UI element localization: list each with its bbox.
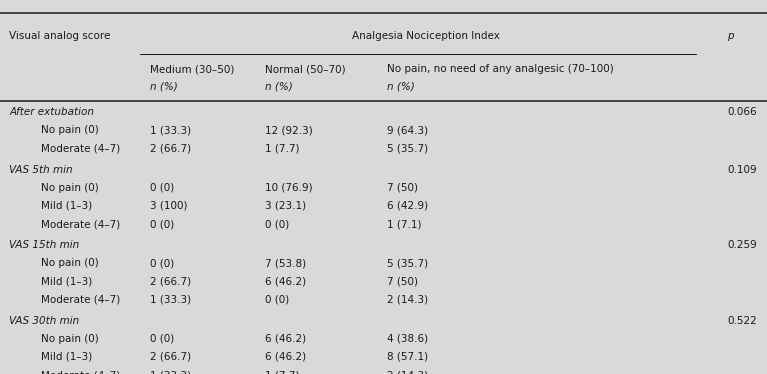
Text: n (%): n (%) [150, 81, 177, 91]
Text: 9 (64.3): 9 (64.3) [387, 125, 429, 135]
Text: Visual analog score: Visual analog score [9, 31, 110, 40]
Text: After extubation: After extubation [9, 107, 94, 117]
Text: VAS 5th min: VAS 5th min [9, 165, 73, 175]
Text: No pain (0): No pain (0) [41, 125, 99, 135]
Text: Normal (50–70): Normal (50–70) [265, 64, 345, 74]
Text: 4 (38.6): 4 (38.6) [387, 334, 429, 344]
Text: Mild (1–3): Mild (1–3) [41, 276, 93, 286]
Text: Moderate (4–7): Moderate (4–7) [41, 295, 120, 304]
Text: Analgesia Nociception Index: Analgesia Nociception Index [352, 31, 499, 40]
Text: 1 (33.3): 1 (33.3) [150, 370, 191, 374]
Text: 3 (100): 3 (100) [150, 201, 187, 211]
Text: 0.066: 0.066 [727, 107, 757, 117]
Text: 3 (23.1): 3 (23.1) [265, 201, 306, 211]
Text: 1 (7.1): 1 (7.1) [387, 219, 422, 229]
Text: 1 (7.7): 1 (7.7) [265, 144, 299, 153]
Text: 0 (0): 0 (0) [265, 219, 289, 229]
Text: n (%): n (%) [387, 81, 415, 91]
Text: 0 (0): 0 (0) [150, 219, 174, 229]
Text: 5 (35.7): 5 (35.7) [387, 258, 429, 268]
Text: n (%): n (%) [265, 81, 292, 91]
Text: 0.109: 0.109 [727, 165, 757, 175]
Text: Moderate (4–7): Moderate (4–7) [41, 370, 120, 374]
Text: 12 (92.3): 12 (92.3) [265, 125, 312, 135]
Text: Mild (1–3): Mild (1–3) [41, 352, 93, 362]
Text: 0 (0): 0 (0) [265, 295, 289, 304]
Text: 1 (33.3): 1 (33.3) [150, 125, 191, 135]
Text: VAS 15th min: VAS 15th min [9, 240, 80, 250]
Text: 2 (66.7): 2 (66.7) [150, 276, 191, 286]
Text: Medium (30–50): Medium (30–50) [150, 64, 234, 74]
Text: No pain, no need of any analgesic (70–100): No pain, no need of any analgesic (70–10… [387, 64, 614, 74]
Text: 0.259: 0.259 [727, 240, 757, 250]
Text: No pain (0): No pain (0) [41, 258, 99, 268]
Text: 0 (0): 0 (0) [150, 183, 174, 193]
Text: Mild (1–3): Mild (1–3) [41, 201, 93, 211]
Text: 2 (66.7): 2 (66.7) [150, 352, 191, 362]
Text: 5 (35.7): 5 (35.7) [387, 144, 429, 153]
Text: p: p [727, 31, 734, 40]
Text: 7 (50): 7 (50) [387, 276, 418, 286]
Text: Moderate (4–7): Moderate (4–7) [41, 219, 120, 229]
Text: 6 (46.2): 6 (46.2) [265, 352, 306, 362]
Text: 0.522: 0.522 [727, 316, 757, 326]
Text: 0 (0): 0 (0) [150, 334, 174, 344]
Text: 6 (42.9): 6 (42.9) [387, 201, 429, 211]
Text: 1 (33.3): 1 (33.3) [150, 295, 191, 304]
Text: Moderate (4–7): Moderate (4–7) [41, 144, 120, 153]
Text: 6 (46.2): 6 (46.2) [265, 276, 306, 286]
Text: 8 (57.1): 8 (57.1) [387, 352, 429, 362]
Text: VAS 30th min: VAS 30th min [9, 316, 80, 326]
Text: 10 (76.9): 10 (76.9) [265, 183, 312, 193]
Text: No pain (0): No pain (0) [41, 183, 99, 193]
Text: 7 (53.8): 7 (53.8) [265, 258, 306, 268]
Text: 0 (0): 0 (0) [150, 258, 174, 268]
Text: 7 (50): 7 (50) [387, 183, 418, 193]
Text: 6 (46.2): 6 (46.2) [265, 334, 306, 344]
Text: 1 (7.7): 1 (7.7) [265, 370, 299, 374]
Text: 2 (14.3): 2 (14.3) [387, 295, 429, 304]
Text: 2 (66.7): 2 (66.7) [150, 144, 191, 153]
Text: No pain (0): No pain (0) [41, 334, 99, 344]
Text: 2 (14.3): 2 (14.3) [387, 370, 429, 374]
